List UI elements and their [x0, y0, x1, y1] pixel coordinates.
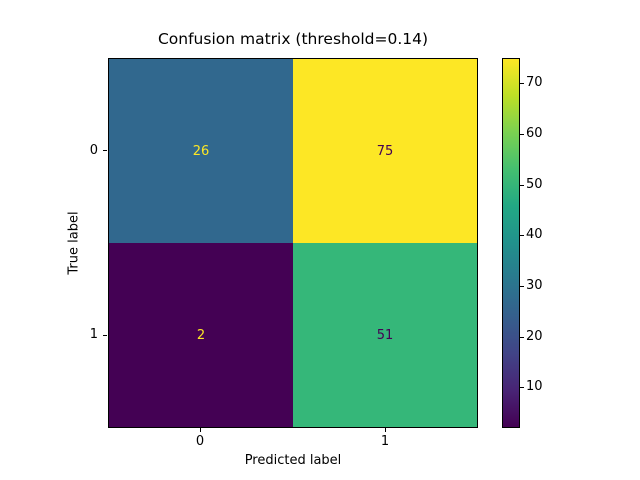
colorbar-tick-label-20: 20 — [526, 329, 543, 344]
x-tick-mark-0 — [200, 428, 201, 432]
colorbar-tick-label-50: 50 — [526, 177, 543, 192]
y-tick-label-1: 1 — [89, 327, 98, 342]
y-axis-label: True label — [66, 211, 82, 275]
y-tick-mark-1 — [103, 335, 107, 336]
x-tick-label-0: 0 — [195, 434, 205, 449]
heatmap-grid: 26 75 2 51 — [108, 58, 478, 428]
colorbar-tick-mark-30 — [520, 286, 524, 287]
matrix-cell-r0c0: 26 — [109, 59, 293, 243]
matrix-cell-r1c1: 51 — [293, 243, 477, 427]
matrix-cell-r1c0: 2 — [109, 243, 293, 427]
x-tick-mark-1 — [385, 428, 386, 432]
colorbar — [502, 58, 520, 428]
colorbar-tick-label-30: 30 — [526, 278, 543, 293]
chart-title: Confusion matrix (threshold=0.14) — [157, 30, 429, 48]
colorbar-tick-mark-50 — [520, 185, 524, 186]
colorbar-tick-mark-20 — [520, 337, 524, 338]
colorbar-tick-label-70: 70 — [526, 75, 543, 90]
y-tick-label-0: 0 — [89, 143, 98, 158]
matrix-cell-r0c1: 75 — [293, 59, 477, 243]
colorbar-tick-label-10: 10 — [526, 379, 543, 394]
colorbar-tick-mark-60 — [520, 134, 524, 135]
colorbar-tick-mark-10 — [520, 387, 524, 388]
colorbar-tick-label-60: 60 — [526, 126, 543, 141]
colorbar-tick-mark-70 — [520, 83, 524, 84]
x-tick-label-1: 1 — [380, 434, 390, 449]
y-tick-mark-0 — [103, 150, 107, 151]
colorbar-tick-label-40: 40 — [526, 227, 543, 242]
colorbar-tick-mark-40 — [520, 235, 524, 236]
x-axis-label: Predicted label — [244, 453, 342, 468]
